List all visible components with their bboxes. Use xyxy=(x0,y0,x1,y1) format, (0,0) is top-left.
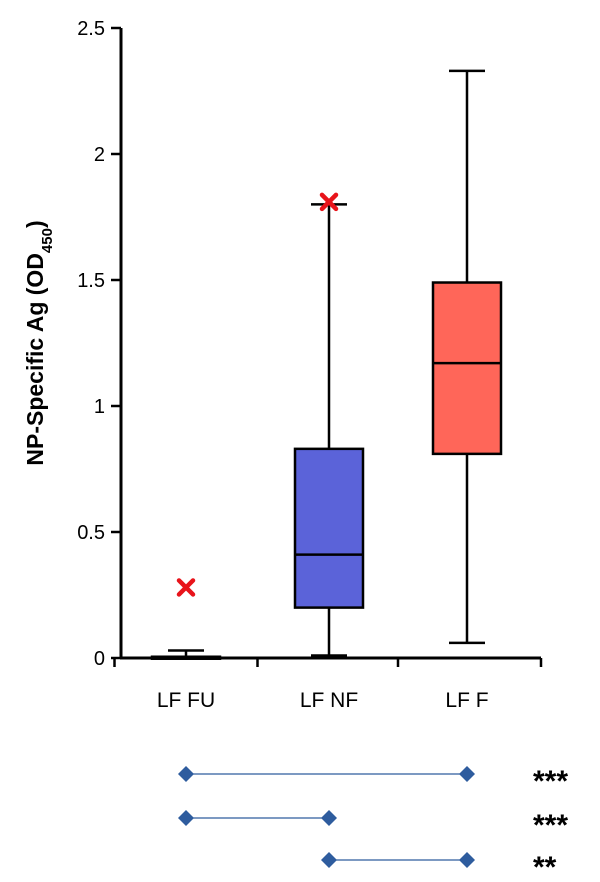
comparison-row: *** xyxy=(178,765,568,798)
category-label: LF F xyxy=(445,689,488,712)
comparison-diamond xyxy=(321,852,337,868)
box-lf-f xyxy=(431,69,503,645)
significance-label: *** xyxy=(533,809,568,842)
comparison-diamond xyxy=(178,766,194,782)
y-tick-label: 1.5 xyxy=(77,270,105,292)
y-tick-label: 0 xyxy=(94,648,105,670)
x-axis: LF FU LF NF LF F xyxy=(113,656,543,712)
y-axis-label: NP-Specific Ag (OD450) xyxy=(22,220,56,465)
box-iqr xyxy=(293,447,365,609)
y-tick-label: 1 xyxy=(94,396,105,418)
box-lf-fu xyxy=(150,578,222,660)
significance-label: ** xyxy=(533,851,557,882)
y-tick-label: 2.5 xyxy=(77,18,105,40)
y-tick-label: 0.5 xyxy=(77,522,105,544)
category-label: LF NF xyxy=(300,689,358,712)
comparison-diamond xyxy=(321,810,337,826)
boxes xyxy=(150,69,503,660)
box-lf-nf xyxy=(293,192,365,657)
comparison-diamond xyxy=(459,852,475,868)
y-axis: 0 0.5 1 1.5 2 2.5 xyxy=(77,18,123,670)
outlier-stroke xyxy=(176,578,196,597)
comparison-diamond xyxy=(178,810,194,826)
outlier-marker xyxy=(319,192,339,212)
comparison-diamond xyxy=(459,766,475,782)
category-label: LF FU xyxy=(157,689,215,712)
comparison-row: ** xyxy=(321,851,557,882)
outlier-marker xyxy=(176,578,196,597)
significance-label: *** xyxy=(533,765,568,798)
y-tick-label: 2 xyxy=(94,144,105,166)
outlier-stroke xyxy=(319,192,339,212)
comparisons: ******** xyxy=(178,765,568,882)
comparison-row: *** xyxy=(178,809,568,842)
box-iqr xyxy=(431,281,503,456)
